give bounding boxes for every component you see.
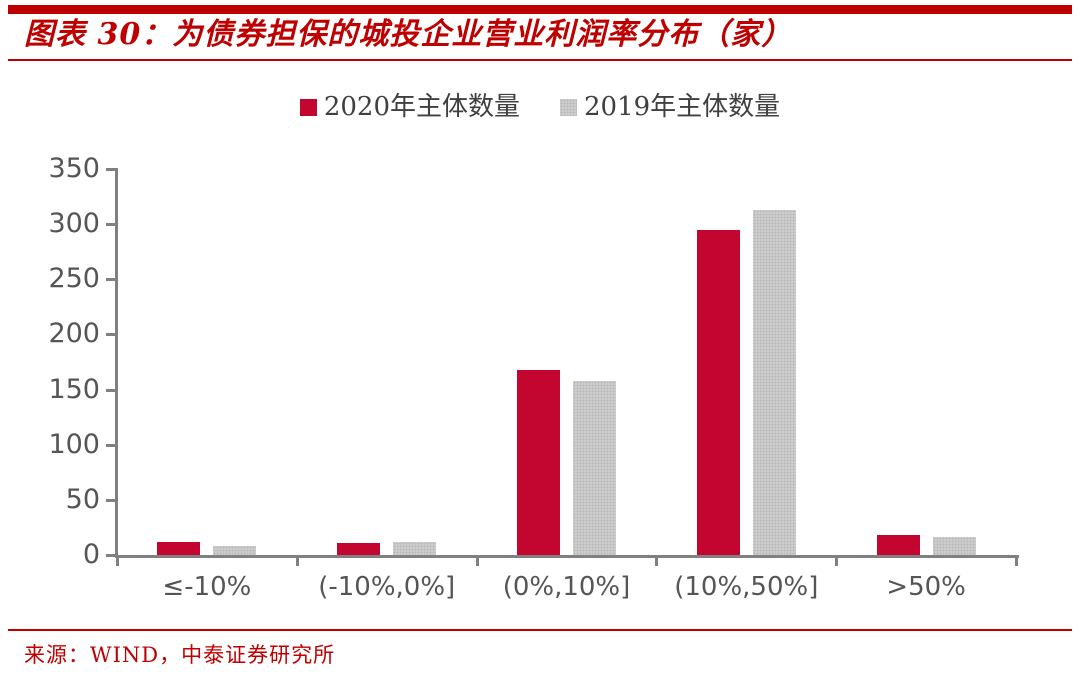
bar-2020-cat0 bbox=[157, 542, 201, 555]
bar-2019-cat0 bbox=[213, 546, 257, 555]
figure-title: 图表 30：为债券担保的城投企业营业利润率分布（家） bbox=[24, 17, 793, 52]
footer-rule bbox=[8, 629, 1072, 631]
legend-label: 2019年主体数量 bbox=[584, 92, 781, 122]
bar-2020-cat2 bbox=[517, 370, 560, 555]
bar-2019-cat4 bbox=[932, 537, 976, 555]
y-axis-tick bbox=[106, 278, 115, 282]
header-top-rule bbox=[8, 5, 1072, 14]
x-axis-line bbox=[115, 555, 1019, 558]
chart-legend: 2020年主体数量 2019年主体数量 bbox=[0, 93, 1080, 121]
y-axis-tick bbox=[106, 498, 115, 502]
x-axis-tick bbox=[835, 556, 839, 566]
bar-2019-cat3 bbox=[752, 210, 796, 555]
legend-item-2019: 2019年主体数量 bbox=[560, 93, 780, 121]
bar-2020-cat1 bbox=[337, 543, 381, 555]
y-axis-tick-label: 350 bbox=[48, 153, 100, 184]
y-axis-tick-label: 250 bbox=[48, 263, 100, 295]
legend-label: 2020年主体数量 bbox=[323, 92, 520, 122]
y-axis-tick-label: 200 bbox=[48, 318, 100, 350]
bar-2019-cat2 bbox=[573, 381, 616, 555]
y-axis-tick-label: 50 bbox=[65, 483, 100, 515]
y-axis-tick-label: 300 bbox=[48, 208, 100, 240]
x-axis-tick bbox=[1015, 556, 1018, 566]
y-axis-tick-label: 0 bbox=[82, 539, 100, 570]
y-axis-tick bbox=[106, 223, 115, 227]
x-axis-category-label: (-10%,0%] bbox=[318, 572, 456, 602]
header-bottom-rule bbox=[8, 59, 1072, 61]
x-axis-category-label: >50% bbox=[886, 572, 966, 602]
bar-2020-cat4 bbox=[876, 535, 920, 555]
x-axis-tick bbox=[295, 556, 299, 566]
y-axis-tick bbox=[106, 168, 115, 171]
legend-item-2020: 2020年主体数量 bbox=[299, 92, 520, 122]
x-axis-category-label: (10%,50%] bbox=[674, 572, 819, 602]
y-axis-line bbox=[115, 168, 118, 558]
x-axis-category-label: (0%,10%] bbox=[502, 572, 631, 602]
legend-marker-icon bbox=[299, 98, 317, 116]
x-axis-category-label: ≤-10% bbox=[162, 572, 252, 602]
source-note: 来源：WIND，中泰证券研究所 bbox=[24, 643, 336, 667]
y-axis-tick bbox=[106, 333, 115, 337]
bar-2020-cat3 bbox=[696, 230, 740, 555]
x-axis-tick bbox=[475, 556, 479, 566]
legend-marker-icon bbox=[560, 98, 577, 116]
y-axis-tick bbox=[106, 443, 115, 447]
bar-2019-cat1 bbox=[393, 542, 437, 555]
y-axis-tick-label: 100 bbox=[48, 428, 100, 460]
x-axis-tick bbox=[116, 556, 119, 566]
y-axis-tick-label: 150 bbox=[48, 373, 100, 405]
y-axis-tick bbox=[106, 554, 115, 557]
x-axis-tick bbox=[655, 556, 659, 566]
y-axis-tick bbox=[106, 388, 115, 392]
